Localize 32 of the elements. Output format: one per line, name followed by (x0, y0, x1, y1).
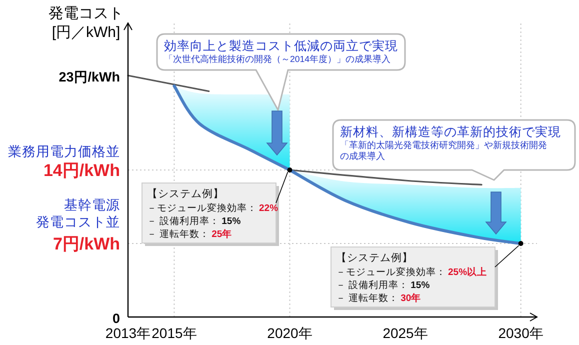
annotation: 「革新的太陽光発電技術研究開発」や新規技術開発 (340, 140, 547, 150)
annotation: 15% (410, 280, 430, 291)
annotation: 【システム例】 (147, 187, 224, 200)
annotation: 30年 (400, 292, 422, 304)
annotation: －モジュール変換効率： (336, 266, 446, 278)
annotation: － 運転年数： (336, 292, 399, 304)
y-tick-label: 14円/kWh (43, 161, 120, 180)
x-tick-label: 2030年 (498, 325, 544, 341)
annotation: － 設備利用率： (336, 279, 409, 291)
text: 業務用電力価格並 (8, 144, 120, 159)
x-tick-label: 2025年 (382, 325, 428, 341)
annotation: 25%以上 (448, 266, 488, 278)
x-tick-label: 2015年 (152, 325, 197, 341)
annotation: 15% (222, 216, 242, 227)
text: 発電コスト並 (36, 214, 120, 230)
annotation: 22% (259, 203, 279, 214)
x-tick-label: 2013年 (105, 325, 151, 341)
annotation: 効率向上と製造コスト低減の両立で実現 (164, 38, 398, 53)
annotation: － 運転年数： (147, 228, 210, 240)
annotation: の成果導入 (340, 151, 385, 161)
annotation: － 設備利用率： (147, 215, 220, 227)
y-axis-title: 発電コスト [円／kWh] (48, 5, 124, 41)
y-tick-label: 0 (112, 311, 120, 326)
y-tick-label: 23円/kWh (58, 70, 120, 84)
annotation: 【システム例】 (336, 251, 413, 264)
annotation: 新材料、新構造等の革新的技術で実現 (340, 124, 561, 139)
annotation: 25年 (212, 228, 232, 240)
x-tick-label: 2020年 (267, 325, 312, 341)
y-tick-label: 7円/kWh (52, 234, 120, 254)
text: 基幹電源 (64, 198, 120, 212)
annotation: －モジュール変換効率： (147, 202, 257, 214)
annotation: 「次世代高性能技術の開発（～2014年度）」の成果導入 (164, 54, 391, 64)
